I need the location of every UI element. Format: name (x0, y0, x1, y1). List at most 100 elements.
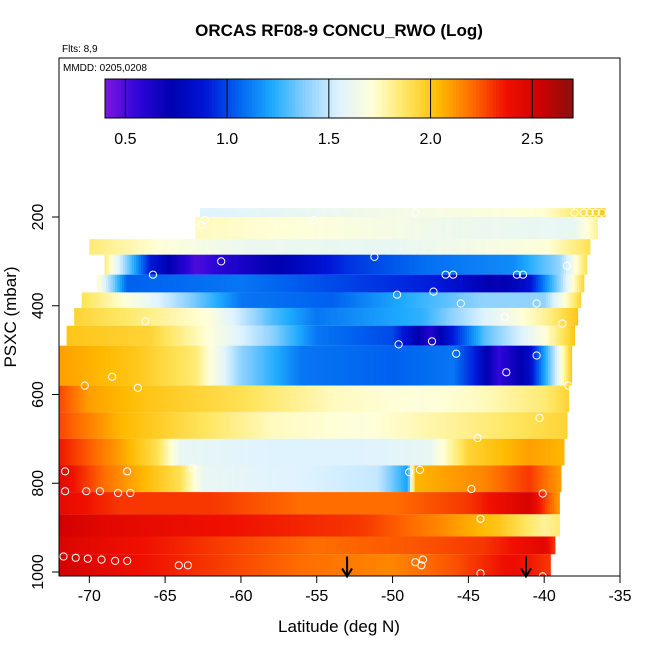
heatmap-cell (269, 274, 273, 293)
heatmap-cell (497, 292, 501, 308)
heatmap-cell (394, 274, 398, 293)
heatmap-cell (284, 325, 288, 346)
heatmap-cell (157, 325, 161, 346)
heatmap-cell (209, 292, 212, 308)
heatmap-cell (255, 239, 259, 255)
heatmap-cell (425, 438, 429, 466)
heatmap-cell (557, 217, 560, 240)
heatmap-cell (211, 208, 215, 218)
heatmap-cell (115, 292, 119, 308)
heatmap-cell (468, 345, 472, 386)
heatmap-cell (545, 536, 549, 555)
heatmap-cell (161, 254, 165, 275)
colorbar-segment (472, 79, 477, 118)
heatmap-cell (400, 254, 404, 275)
heatmap-cell (259, 536, 263, 555)
heatmap-cell (198, 325, 202, 346)
heatmap-cell (109, 465, 113, 493)
y-tick-label: 200 (30, 204, 47, 231)
heatmap-cell (554, 514, 558, 537)
heatmap-cell (243, 292, 247, 308)
heatmap-cell (600, 208, 604, 218)
heatmap-cell (493, 345, 497, 386)
heatmap-cell (148, 554, 152, 577)
heatmap-cell (538, 438, 542, 466)
heatmap-cell (288, 514, 292, 537)
heatmap-cell (231, 345, 235, 386)
heatmap-cell (108, 274, 112, 293)
heatmap-cell (416, 325, 420, 346)
heatmap-cell (77, 465, 81, 493)
heatmap-cell (256, 536, 260, 555)
heatmap-cell (428, 554, 432, 577)
heatmap-cell (81, 292, 85, 308)
heatmap-cell (559, 438, 563, 466)
heatmap-cell (322, 208, 326, 218)
colorbar-segment (335, 79, 340, 118)
heatmap-cell (152, 292, 156, 308)
heatmap-cell (364, 325, 368, 346)
heatmap-cell (256, 254, 260, 275)
heatmap-cell (168, 325, 172, 346)
heatmap-cell (514, 554, 518, 577)
heatmap-cell (478, 554, 482, 577)
heatmap-cell (347, 208, 351, 218)
heatmap-cell (339, 239, 343, 255)
heatmap-cell (520, 292, 524, 308)
heatmap-cell (294, 412, 298, 439)
heatmap-cell (483, 492, 487, 515)
heatmap-cell (224, 492, 228, 515)
heatmap-cell (375, 385, 378, 413)
heatmap-cell (453, 492, 457, 515)
colorbar-segment (439, 79, 444, 118)
colorbar-segment (529, 79, 534, 118)
heatmap-cell (200, 465, 204, 493)
heatmap-cell (450, 554, 454, 577)
heatmap-cell (197, 292, 201, 308)
heatmap-cell (544, 465, 548, 493)
heatmap-cell (209, 514, 212, 537)
data-point-marker (123, 467, 132, 476)
heatmap-cell (583, 274, 585, 293)
heatmap-cell (93, 325, 97, 346)
heatmap-cell (476, 274, 480, 293)
heatmap-cell (409, 514, 413, 537)
heatmap-cell (262, 274, 266, 293)
heatmap-cell (239, 554, 243, 577)
heatmap-cell (224, 307, 228, 326)
heatmap-cell (431, 345, 435, 386)
heatmap-cell (380, 465, 384, 493)
heatmap-cell (240, 412, 244, 439)
heatmap-cell (354, 217, 358, 240)
heatmap-cell (533, 307, 537, 326)
colorbar-segment (135, 79, 140, 118)
heatmap-cell (427, 536, 431, 555)
heatmap-cell (59, 554, 61, 577)
heatmap-cell (334, 465, 338, 493)
heatmap-cell (554, 492, 557, 515)
heatmap-cell (63, 536, 67, 555)
heatmap-cell (431, 254, 435, 275)
heatmap-cell (215, 385, 219, 413)
heatmap-cell (107, 325, 111, 346)
heatmap-cell (553, 325, 557, 346)
heatmap-cell (500, 292, 504, 308)
colorbar-segment (415, 79, 420, 118)
colorbar-segment (175, 79, 180, 118)
heatmap-cell (175, 239, 179, 255)
heatmap-cell (536, 385, 540, 413)
heatmap-cell (400, 208, 404, 218)
heatmap-cell (145, 385, 149, 413)
heatmap-cell (275, 208, 278, 218)
heatmap-cell (77, 438, 81, 466)
heatmap-cell (186, 254, 190, 275)
heatmap-cell (290, 208, 294, 218)
heatmap-cell (175, 465, 179, 493)
heatmap-cell (249, 307, 253, 326)
heatmap-cell (324, 412, 328, 439)
heatmap-cell (334, 438, 338, 466)
heatmap-cell (187, 492, 191, 515)
heatmap-cell (341, 208, 344, 218)
heatmap-cell (288, 254, 292, 275)
heatmap-cell (541, 239, 545, 255)
